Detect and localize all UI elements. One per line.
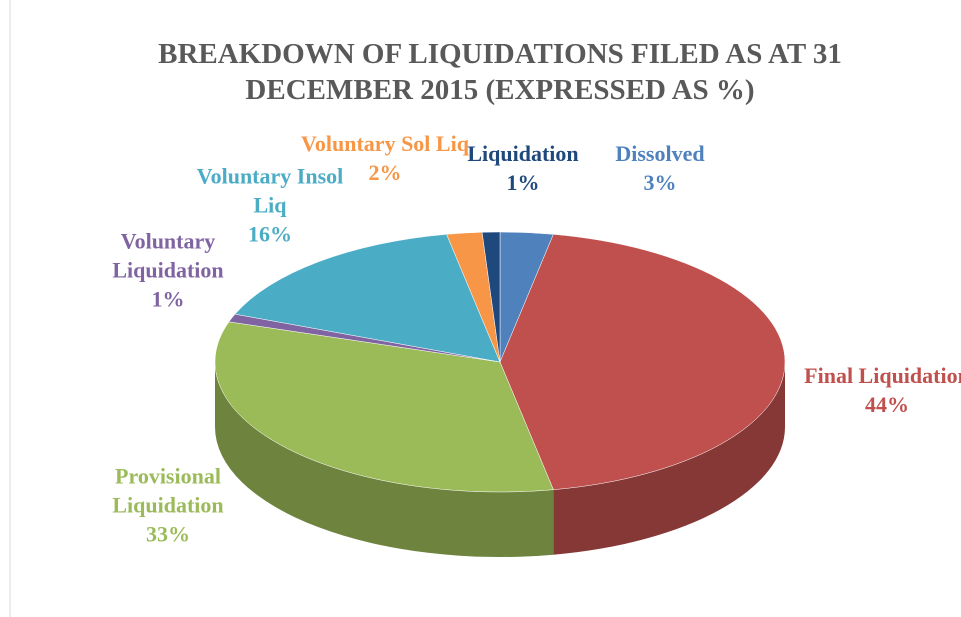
slice-side — [553, 362, 786, 555]
slice — [234, 234, 501, 363]
chart-title: BREAKDOWN OF LIQUIDATIONS FILED AS AT 31… — [158, 38, 842, 106]
data-label: Voluntary Sol Liq 2% — [300, 129, 470, 187]
slice-side — [215, 362, 554, 557]
category-label: Provisional Liquidation — [112, 463, 224, 518]
value-label: 16% — [248, 221, 292, 247]
value-label: 1% — [151, 286, 185, 312]
category-label: Final Liquidation — [804, 363, 961, 388]
data-label: Final Liquidation 44% — [802, 361, 961, 419]
slice — [214, 321, 554, 493]
data-label: Dissolved 3% — [575, 139, 745, 197]
data-label: Provisional Liquidation 33% — [83, 462, 253, 549]
data-label: Voluntary Insol Liq 16% — [185, 162, 355, 249]
category-label: Voluntary Sol Liq — [301, 131, 469, 156]
value-label: 2% — [368, 160, 402, 185]
value-label: 3% — [643, 170, 677, 195]
category-label: Dissolved — [615, 141, 705, 166]
slice — [481, 231, 501, 363]
category-label: Liquidation — [467, 141, 579, 166]
slice — [499, 234, 786, 490]
value-label: 1% — [506, 170, 540, 195]
data-label: Voluntary Liquidation 1% — [83, 227, 253, 314]
value-label: 33% — [146, 521, 190, 547]
data-label: Liquidation 1% — [438, 139, 608, 197]
value-label: 44% — [865, 392, 909, 417]
category-label: Voluntary Insol Liq — [196, 163, 344, 218]
category-label: Voluntary Liquidation — [112, 228, 224, 283]
